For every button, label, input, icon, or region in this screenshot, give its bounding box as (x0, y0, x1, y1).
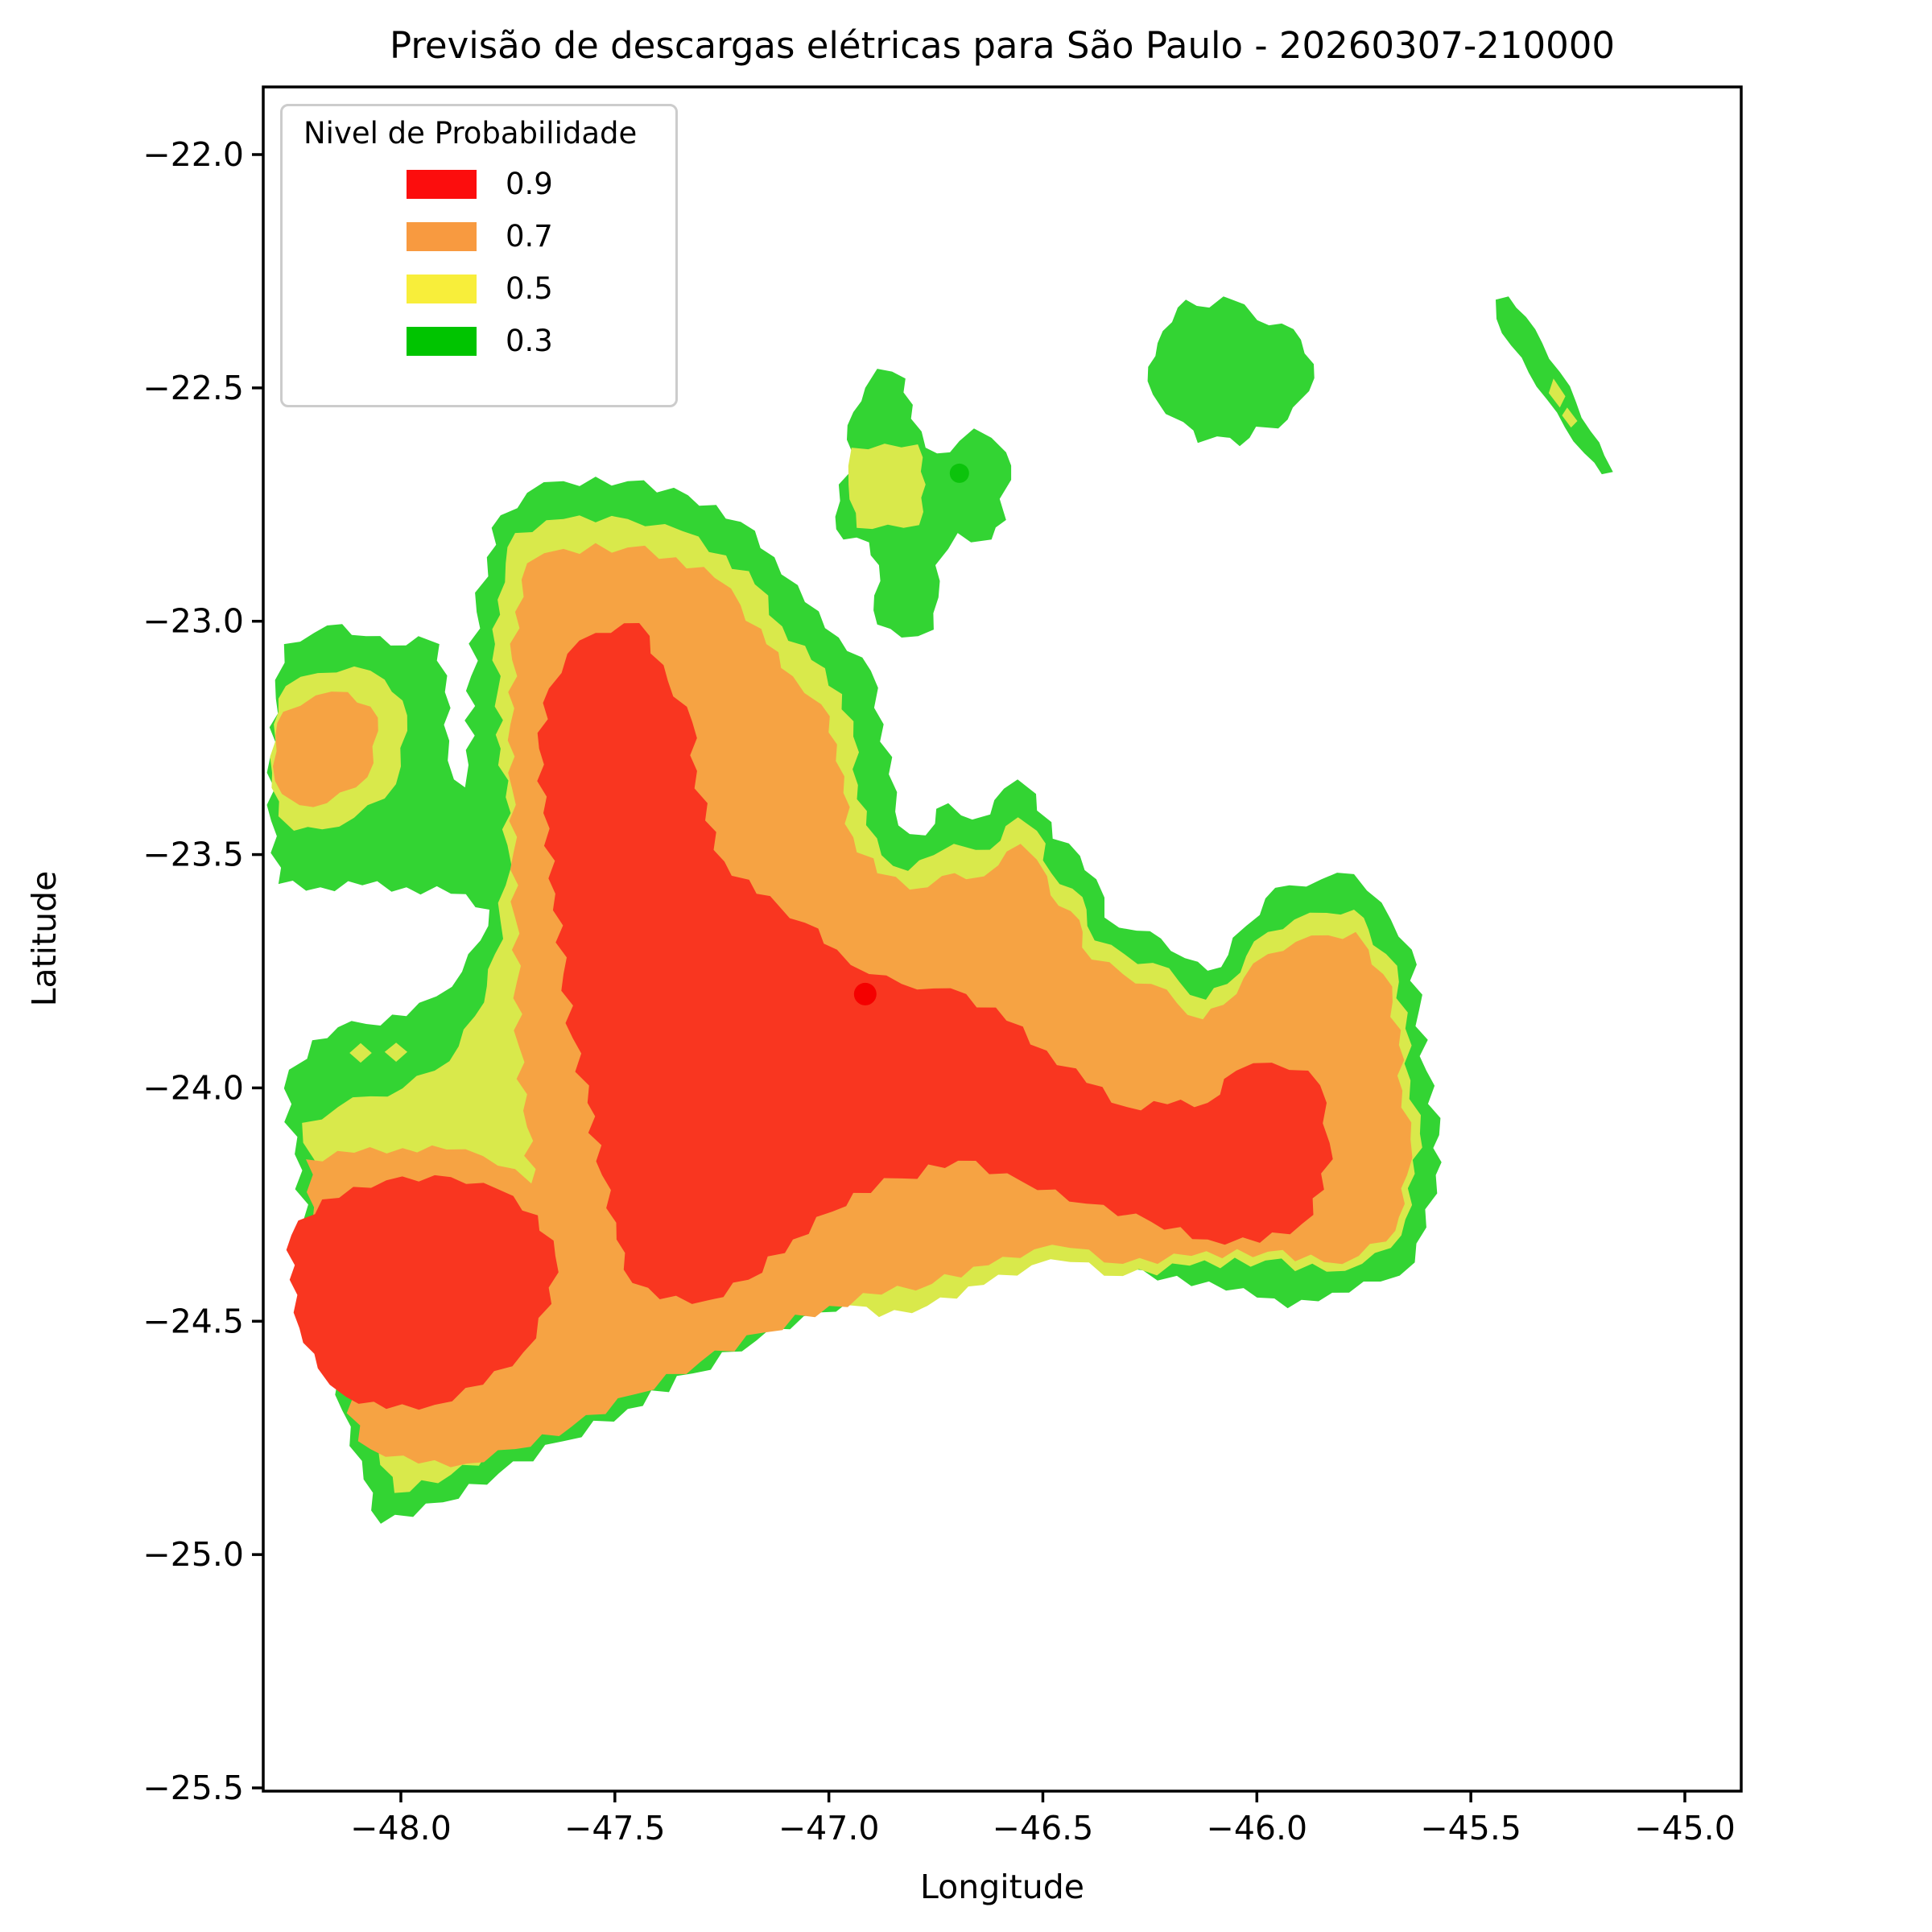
x-tick-label: −45.5 (1420, 1809, 1521, 1847)
plot-border (262, 85, 1743, 1793)
y-tick-label: −22.0 (142, 135, 244, 174)
legend-item-label: 0.3 (506, 324, 553, 358)
y-tick-label: −25.5 (142, 1769, 244, 1807)
y-tick-label: −23.5 (142, 836, 244, 874)
y-tick-label: −25.0 (142, 1535, 244, 1574)
contour-layer (266, 296, 1613, 1524)
legend-box: Nivel de Probabilidade 0.9 0.7 0.5 0.3 (280, 104, 678, 407)
legend-item-0.5: 0.5 (283, 269, 675, 309)
legend-item-label: 0.5 (506, 271, 553, 306)
legend-item-label: 0.9 (506, 167, 553, 201)
legend-swatch-icon (407, 222, 477, 251)
contour-region-north-blob-west-p05 (848, 444, 926, 530)
contour-region-sw-fleck-2-p05 (384, 1042, 407, 1062)
legend-swatch-icon (407, 327, 477, 356)
y-axis-label: Latitude (25, 870, 64, 1007)
contour-region-north-blob-middle-p03 (1147, 296, 1315, 447)
x-tick-label: −47.0 (778, 1809, 880, 1847)
legend-item-0.9: 0.9 (283, 164, 675, 204)
x-tick-label: −46.5 (993, 1809, 1094, 1847)
contour-region-sliver-fleck-1-p05 (1548, 378, 1566, 408)
red-point-marker (853, 982, 877, 1005)
legend-swatch-icon (407, 170, 477, 199)
x-tick-label: −47.5 (564, 1809, 666, 1847)
chart-title: Previsão de descargas elétricas para São… (390, 24, 1615, 67)
contour-region-north-blob-west-p03 (835, 369, 1012, 638)
legend-item-label: 0.7 (506, 219, 553, 254)
x-axis-label: Longitude (920, 1868, 1084, 1906)
x-tick-label: −46.0 (1206, 1809, 1307, 1847)
green-point-marker (949, 463, 969, 483)
y-tick-label: −24.0 (142, 1068, 244, 1107)
contour-region-sw-fleck-1-p05 (349, 1042, 372, 1063)
x-tick-label: −48.0 (350, 1809, 452, 1847)
legend-title: Nivel de Probabilidade (303, 116, 638, 151)
contour-region-southwest-blob-p09 (286, 1174, 559, 1410)
y-tick-label: −24.5 (142, 1302, 244, 1340)
contour-region-red-notch-fleck-p09 (799, 926, 815, 955)
y-tick-label: −22.5 (142, 369, 244, 407)
legend-swatch-icon (407, 275, 477, 303)
contour-region-sliver-fleck-2-p05 (1562, 407, 1578, 428)
legend-item-0.7: 0.7 (283, 217, 675, 257)
x-tick-label: −45.0 (1634, 1809, 1736, 1847)
y-tick-label: −23.0 (142, 602, 244, 641)
legend-item-0.3: 0.3 (283, 321, 675, 361)
contour-region-west-lobe-p07 (273, 691, 378, 807)
contour-region-main-region-p09 (537, 623, 1333, 1304)
